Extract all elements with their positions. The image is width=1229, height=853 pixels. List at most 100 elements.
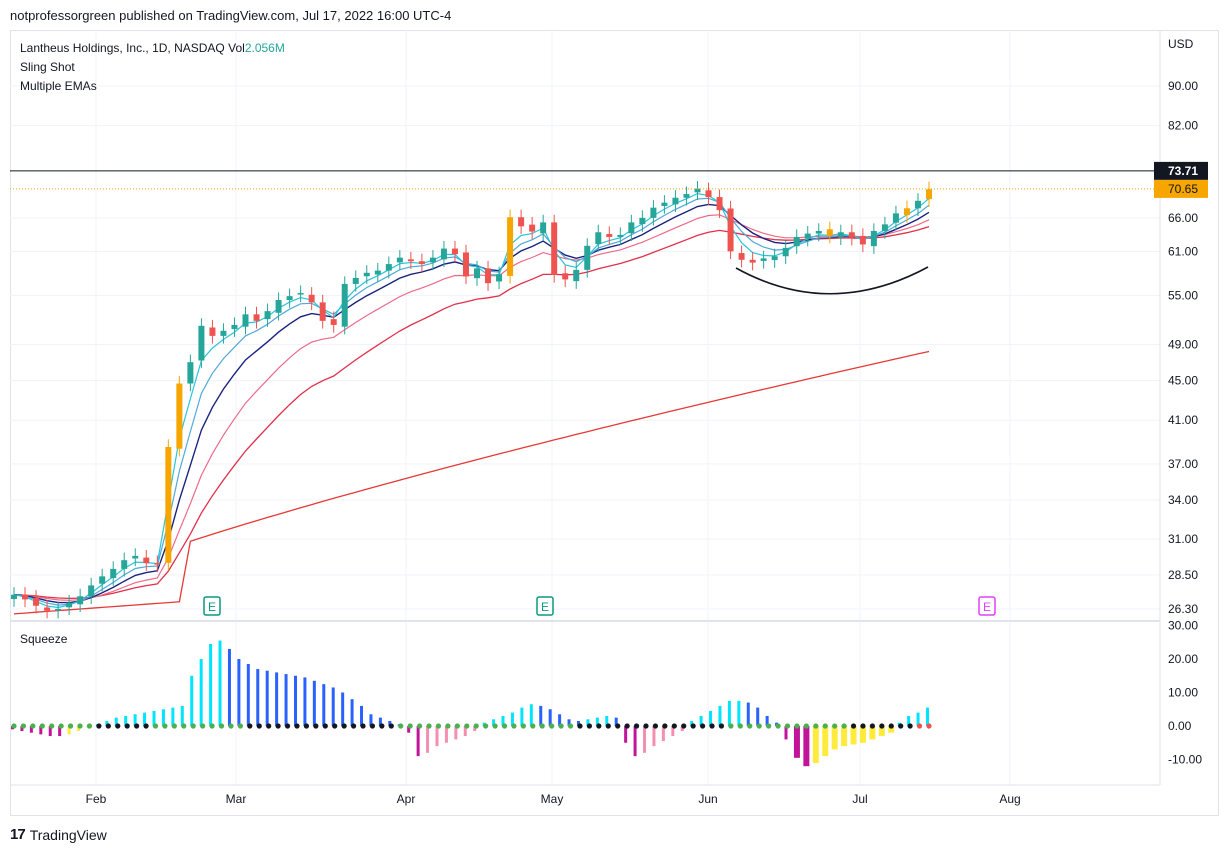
tradingview-logo-icon: 17: [10, 826, 26, 843]
squeeze-dot: [794, 723, 800, 729]
squeeze-bar: [143, 712, 147, 726]
candle-body: [782, 247, 789, 257]
candle-body: [881, 224, 888, 231]
candle-body: [496, 274, 503, 282]
candle-body: [132, 555, 139, 559]
squeeze-dot: [275, 723, 281, 729]
squeeze-bar: [67, 726, 71, 735]
squeeze-bar: [605, 715, 609, 726]
squeeze-dot: [115, 723, 121, 729]
squeeze-dot: [690, 723, 696, 729]
tradingview-footer[interactable]: 17 TradingView: [10, 826, 107, 843]
squeeze-dot: [445, 723, 451, 729]
squeeze-dot: [313, 723, 319, 729]
candle-body: [275, 300, 282, 313]
candle-body: [617, 234, 624, 237]
squeeze-bar: [341, 692, 345, 726]
squeeze-dot: [30, 723, 36, 729]
squeeze-dot: [813, 723, 819, 729]
indicator-sling-shot[interactable]: Sling Shot: [20, 60, 75, 74]
squeeze-bar: [426, 726, 430, 753]
squeeze-dot: [181, 723, 187, 729]
candle-body: [837, 232, 844, 238]
symbol-title[interactable]: Lantheus Holdings, Inc., 1D, NASDAQ: [20, 41, 225, 55]
candle-body: [385, 264, 392, 271]
squeeze-dot: [398, 723, 404, 729]
squeeze-dot: [681, 723, 687, 729]
candle-body: [727, 208, 734, 252]
squeeze-dot: [284, 723, 291, 729]
candle-body: [88, 585, 95, 597]
earnings-marker-icon[interactable]: E: [978, 596, 996, 616]
squeeze-dot: [426, 723, 432, 729]
time-tick-label: Jul: [852, 792, 867, 806]
squeeze-bar: [539, 705, 543, 726]
candle-body: [220, 330, 227, 336]
squeeze-tick-label: 30.00: [1168, 619, 1198, 633]
candle-body: [914, 200, 921, 209]
squeeze-dot: [558, 723, 564, 729]
squeeze-bar: [77, 726, 81, 732]
squeeze-bar: [869, 726, 876, 740]
squeeze-bar: [180, 705, 184, 726]
squeeze-bar: [256, 669, 260, 726]
squeeze-bar: [859, 726, 866, 743]
squeeze-dot: [407, 723, 413, 729]
squeeze-dot: [256, 723, 262, 729]
squeeze-bar: [275, 672, 279, 726]
candle-body: [341, 283, 348, 327]
candle-body: [507, 217, 514, 276]
squeeze-dot: [124, 723, 130, 729]
squeeze-panel-title[interactable]: Squeeze: [20, 632, 68, 646]
squeeze-dot: [134, 723, 140, 729]
candle-body: [462, 252, 469, 277]
squeeze-dot: [624, 723, 630, 729]
squeeze-dot: [879, 723, 885, 729]
candle-body: [121, 560, 128, 569]
squeeze-bar: [907, 715, 911, 726]
last-high-tag: [1154, 161, 1208, 180]
candle-body: [771, 256, 778, 261]
brand-name: TradingView: [29, 826, 107, 843]
indicator-multiple-emas[interactable]: Multiple EMAs: [20, 79, 97, 93]
squeeze-bar: [124, 715, 128, 726]
squeeze-bar: [161, 709, 165, 726]
ema-200-line: [13, 350, 930, 615]
squeeze-bar: [680, 726, 684, 732]
squeeze-dot: [643, 723, 649, 729]
squeeze-dot: [332, 723, 338, 729]
candle-body: [176, 383, 183, 449]
candle-body: [418, 261, 425, 265]
squeeze-bar: [303, 677, 307, 726]
squeeze-bar: [576, 720, 580, 726]
candle-body: [44, 607, 51, 611]
squeeze-dot: [501, 723, 508, 729]
squeeze-dot: [520, 723, 526, 729]
squeeze-bar: [520, 707, 524, 726]
earnings-marker-icon[interactable]: E: [536, 596, 554, 616]
candle-body: [518, 217, 525, 227]
squeeze-bar: [407, 726, 411, 733]
candle-body: [683, 194, 690, 198]
squeeze-dot: [577, 723, 583, 729]
squeeze-dot: [756, 723, 762, 729]
squeeze-bar: [501, 715, 505, 726]
squeeze-bar: [614, 717, 618, 726]
squeeze-bar: [444, 726, 448, 743]
squeeze-dot: [907, 723, 913, 729]
candle-body: [848, 232, 855, 238]
squeeze-dot: [303, 723, 310, 729]
earnings-marker-icon[interactable]: E: [203, 596, 221, 616]
squeeze-dot: [190, 723, 196, 729]
squeeze-dot: [294, 723, 300, 729]
squeeze-dot: [539, 723, 545, 729]
earnings-marker-label: E: [541, 600, 549, 614]
squeeze-bar: [841, 726, 848, 747]
candle-body: [749, 259, 756, 263]
squeeze-dot: [143, 723, 149, 729]
squeeze-dot: [464, 723, 470, 729]
candle-body: [33, 597, 40, 606]
squeeze-bar: [926, 707, 929, 726]
squeeze-bar: [322, 684, 326, 726]
